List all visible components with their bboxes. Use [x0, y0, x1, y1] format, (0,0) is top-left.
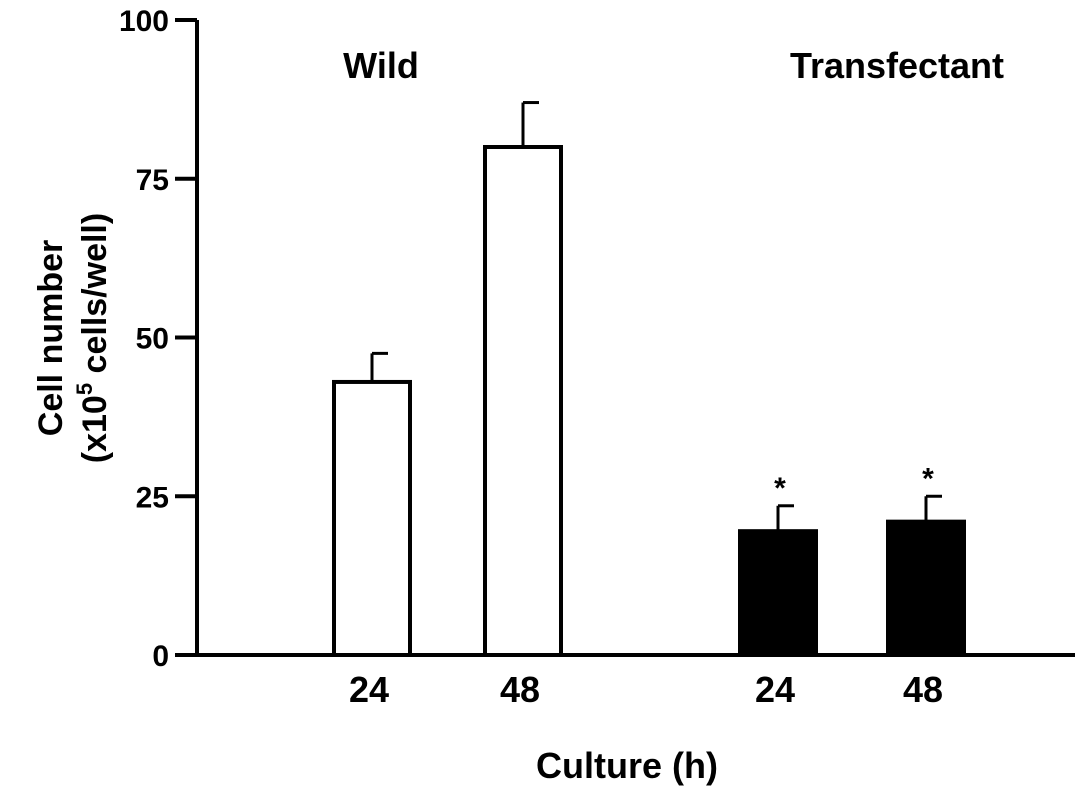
y-axis-label-suffix: cells/well)	[76, 213, 114, 383]
y-axis-label-line1: Cell number	[32, 240, 70, 436]
bar-wild-48	[483, 145, 563, 657]
error-bars	[370, 101, 942, 532]
category-labels: 24 48 24 48	[349, 669, 943, 710]
y-tick-label-75: 75	[136, 164, 169, 197]
bar-wild-24	[332, 379, 412, 657]
category-label-wild-48: 48	[500, 669, 540, 710]
y-ticks: 0 25 50 75 100	[119, 5, 197, 673]
group-label-wild: Wild	[343, 45, 419, 86]
y-tick-label-100: 100	[119, 5, 169, 38]
significance-star-transfectant-24: *	[774, 472, 786, 505]
category-label-transfectant-48: 48	[903, 669, 943, 710]
y-tick-label-25: 25	[136, 481, 169, 514]
y-axis-label-superscript: 5	[72, 383, 97, 395]
significance-markers: * *	[774, 462, 934, 505]
x-axis-label: Culture (h)	[536, 745, 718, 786]
bar-transfectant-48	[886, 519, 966, 658]
bars	[332, 145, 966, 658]
y-tick-label-0: 0	[152, 640, 169, 673]
group-label-transfectant: Transfectant	[790, 45, 1004, 86]
significance-star-transfectant-48: *	[922, 462, 934, 495]
group-labels: Wild Transfectant	[343, 45, 1004, 86]
y-tick-label-50: 50	[136, 323, 169, 356]
category-label-transfectant-24: 24	[755, 669, 795, 710]
y-axis-label: Cell number (x105 cells/well)	[32, 213, 114, 463]
y-axis-label-line2: (x105 cells/well)	[72, 213, 114, 463]
bar-transfectant-24	[738, 529, 818, 657]
category-label-wild-24: 24	[349, 669, 389, 710]
y-axis-label-prefix: (x10	[76, 395, 114, 463]
